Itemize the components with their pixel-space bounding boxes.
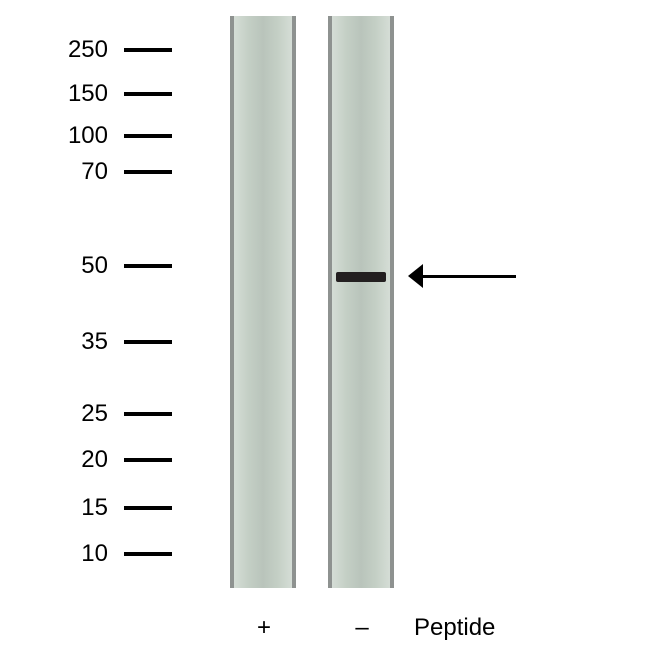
mw-tick-15 xyxy=(124,506,172,510)
mw-label-15: 15 xyxy=(81,494,108,522)
mw-label-25: 25 xyxy=(81,400,108,428)
mw-label-70: 70 xyxy=(81,158,108,186)
lane-plus-fill xyxy=(234,16,292,588)
mw-tick-35 xyxy=(124,340,172,344)
lane-minus-peptide xyxy=(328,16,394,588)
protein-band xyxy=(336,272,386,282)
minus-symbol: – xyxy=(352,614,372,642)
mw-tick-150 xyxy=(124,92,172,96)
arrow-shaft xyxy=(420,275,516,278)
mw-label-50: 50 xyxy=(81,252,108,280)
mw-tick-25 xyxy=(124,412,172,416)
mw-tick-100 xyxy=(124,134,172,138)
mw-tick-250 xyxy=(124,48,172,52)
peptide-label: Peptide xyxy=(414,614,495,642)
mw-label-20: 20 xyxy=(81,446,108,474)
arrow-head-icon xyxy=(408,264,423,288)
mw-tick-70 xyxy=(124,170,172,174)
mw-tick-10 xyxy=(124,552,172,556)
lane-minus-fill xyxy=(332,16,390,588)
mw-tick-20 xyxy=(124,458,172,462)
mw-label-100: 100 xyxy=(68,122,108,150)
mw-label-150: 150 xyxy=(68,80,108,108)
western-blot-figure: 250 150 100 70 50 35 25 20 15 10 + – Peptide xyxy=(0,0,650,659)
mw-label-10: 10 xyxy=(81,540,108,568)
mw-tick-50 xyxy=(124,264,172,268)
lane-plus-peptide xyxy=(230,16,296,588)
mw-label-35: 35 xyxy=(81,328,108,356)
mw-label-250: 250 xyxy=(68,36,108,64)
plus-symbol: + xyxy=(254,614,274,642)
